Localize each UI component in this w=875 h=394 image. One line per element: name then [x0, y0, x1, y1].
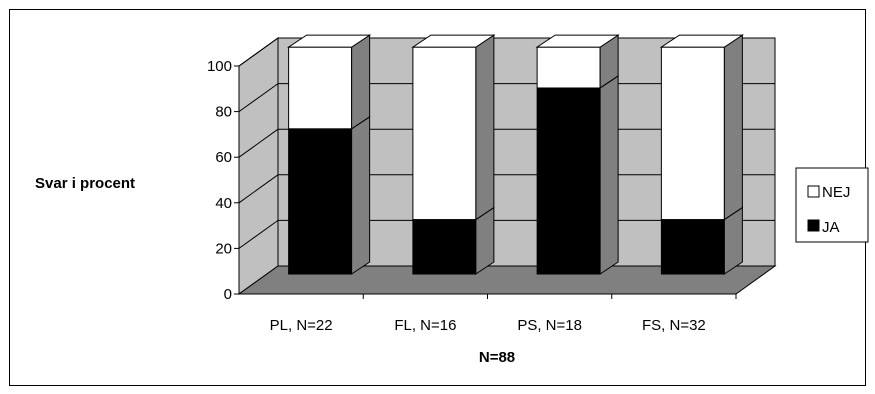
- legend-swatch-ja: [807, 219, 820, 232]
- x-axis-label: N=88: [479, 349, 515, 366]
- bar-nej-front-1: [412, 46, 477, 221]
- bar-ja-side-0: [351, 115, 371, 275]
- gridline-side-60: [238, 128, 279, 158]
- bar-nej-front-0: [288, 46, 353, 130]
- tick-labels: 0 20 40 60 80 100 PL, N=22 FL, N=16 PS, N=18 FS, …: [207, 58, 706, 334]
- x-tick-label-1: FL, N=16: [394, 317, 456, 334]
- y-tick-label-40: 40: [215, 195, 232, 212]
- gridline-side-100: [238, 37, 279, 67]
- bar-nej-side-0: [351, 34, 371, 130]
- legend-label-ja: JA: [822, 219, 840, 236]
- legend-item-ja: JA: [807, 219, 840, 236]
- bar-nej-front-3: [660, 46, 725, 221]
- bar-nej-top-1: [411, 34, 496, 48]
- gridline-side-20: [238, 219, 279, 249]
- bar-ja-front-2: [536, 87, 601, 275]
- legend-item-nej: NEJ: [807, 184, 850, 201]
- bar-nej-front-2: [536, 46, 601, 89]
- x-tick-label-3: FS, N=32: [642, 317, 706, 334]
- x-tick-label-0: PL, N=22: [270, 317, 333, 334]
- bar-nej-top-0: [286, 34, 372, 48]
- gridline-side-40: [238, 174, 279, 204]
- y-tick-label-80: 80: [215, 104, 232, 121]
- bar-ja-front-0: [288, 128, 353, 275]
- bar-nej-top-3: [659, 34, 745, 48]
- bar-ja-front-3: [660, 219, 725, 275]
- bar-nej-side-1: [475, 34, 495, 221]
- bar-nej-side-3: [723, 34, 743, 221]
- x-tick-label-2: PS, N=18: [517, 317, 582, 334]
- legend-swatch-nej: [807, 185, 820, 198]
- side-wall: [238, 37, 279, 295]
- chart-walls: [237, 37, 777, 295]
- y-axis-label: Svar i procent: [35, 175, 135, 192]
- axes: [234, 65, 737, 299]
- y-tick-label-20: 20: [215, 240, 232, 257]
- y-tick-label-0: 0: [224, 286, 232, 303]
- bar-ja-side-2: [599, 75, 619, 275]
- bar-nej-top-2: [535, 34, 620, 48]
- bar-ja-front-1: [412, 219, 477, 275]
- legend-label-nej: NEJ: [822, 184, 850, 201]
- y-tick-label-60: 60: [215, 149, 232, 166]
- legend: NEJ JA: [795, 167, 869, 243]
- bars: [286, 34, 745, 275]
- gridline-side-80: [238, 83, 279, 113]
- y-tick-label-100: 100: [207, 58, 232, 75]
